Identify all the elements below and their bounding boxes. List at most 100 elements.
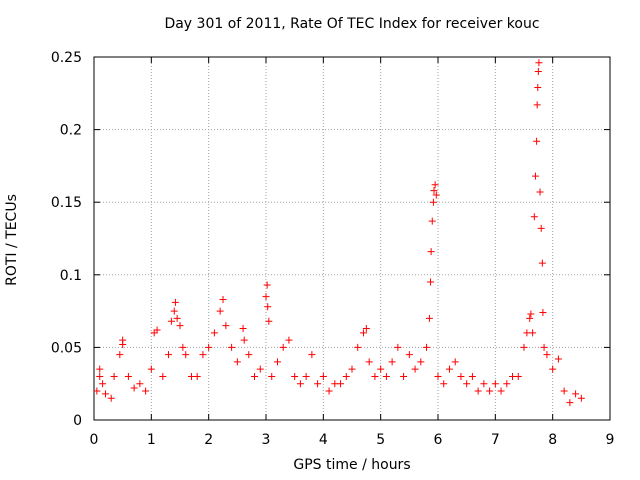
data-point [251,372,259,380]
data-point [554,355,562,363]
data-point [319,372,327,380]
data-point [93,387,101,395]
data-point [411,365,419,373]
data-point [199,351,207,359]
data-point [445,365,453,373]
data-point [285,336,293,344]
data-point [468,372,476,380]
y-tick-label: 0 [73,413,82,429]
data-point [530,213,538,221]
data-point [165,351,173,359]
x-tick-label: 7 [491,432,500,448]
data-point [359,329,367,337]
data-point [245,351,253,359]
data-point [423,343,431,351]
data-point [268,372,276,380]
data-point [534,68,542,76]
data-point [153,326,161,334]
data-point [210,329,218,337]
data-point [430,187,438,195]
data-point [265,317,273,325]
data-point [116,351,124,359]
y-tick-label: 0.1 [60,268,82,284]
data-point [99,380,107,388]
plot-border [93,56,611,421]
axes [93,56,611,421]
data-point [572,390,580,398]
x-axis-title: GPS time / hours [293,457,411,473]
data-point [279,343,287,351]
data-point [179,343,187,351]
data-point [337,380,345,388]
data-point [431,181,439,189]
data-point [273,358,281,366]
data-point [427,278,435,286]
data-point [533,137,541,145]
data-point [263,281,271,289]
data-point [536,188,544,196]
data-point [228,343,236,351]
data-point [262,293,270,301]
y-tick-label: 0.2 [60,123,82,139]
data-point [534,83,542,91]
data-point [193,372,201,380]
data-point [142,387,150,395]
data-point [362,325,370,333]
x-tick-label: 8 [548,432,557,448]
data-point [167,317,175,325]
data-point [173,314,181,322]
data-point [405,351,413,359]
data-point [147,365,155,373]
data-point [110,372,118,380]
data-point [124,372,132,380]
data-point [538,259,546,267]
data-point [417,358,425,366]
data-point [176,322,184,330]
data-point [491,380,499,388]
data-point [474,387,482,395]
data-point [159,372,167,380]
data-point [543,351,551,359]
data-point [171,298,179,306]
data-point [566,399,574,407]
data-point [150,329,158,337]
data-point [394,343,402,351]
data-point [537,224,545,232]
data-point [342,372,350,380]
data-point [503,380,511,388]
data-point [533,101,541,109]
data-point [233,358,241,366]
y-tick-label: 0.15 [51,195,82,211]
data-point [291,372,299,380]
data-point [107,394,115,402]
data-point [308,351,316,359]
x-tick-label: 9 [606,432,615,448]
x-tick-label: 2 [204,432,213,448]
data-point [296,380,304,388]
data-point [451,358,459,366]
data-point [182,351,190,359]
data-point [382,372,390,380]
data-point [480,380,488,388]
data-point [101,390,109,398]
data-point [531,172,539,180]
data-point [457,372,465,380]
data-points [93,59,585,407]
data-point [216,307,224,315]
data-point [514,372,522,380]
data-point [432,191,440,199]
data-point [240,336,248,344]
data-point [527,310,535,318]
data-point [486,387,494,395]
data-point [520,343,528,351]
grid [94,57,610,420]
data-point [560,387,568,395]
data-point [529,329,537,337]
x-tick-label: 0 [90,432,99,448]
data-point [130,384,138,392]
chart-title: Day 301 of 2011, Rate Of TEC Index for r… [164,16,540,32]
data-point [434,372,442,380]
data-point [205,343,213,351]
x-tick-label: 4 [319,432,328,448]
y-tick-label: 0.05 [51,340,82,356]
